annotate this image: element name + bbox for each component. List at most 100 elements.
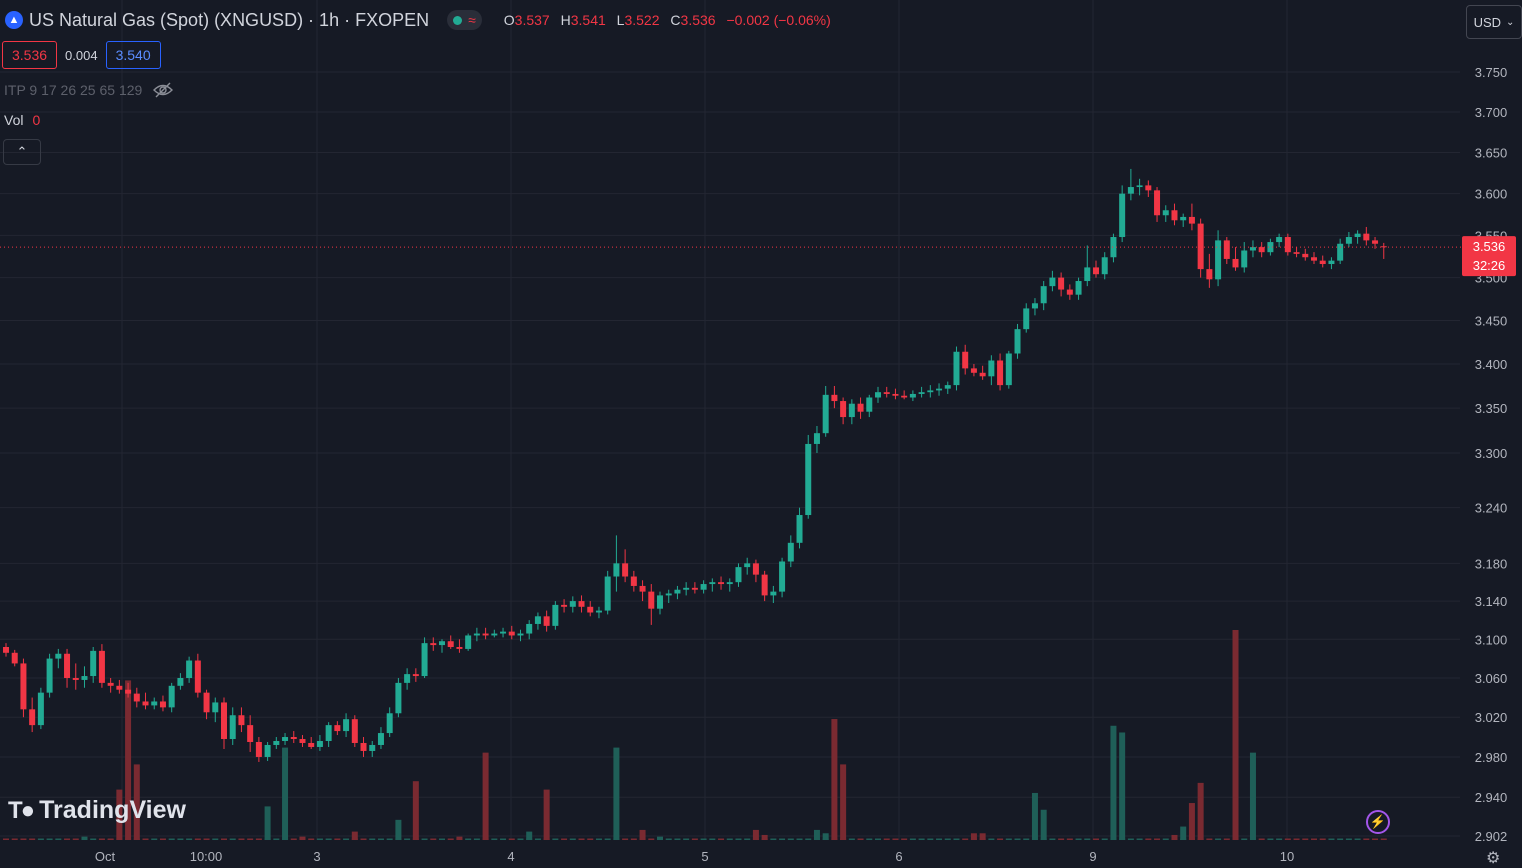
candle-body	[290, 737, 297, 740]
candle-body	[430, 643, 437, 646]
volume-bar	[1180, 826, 1187, 840]
market-status-pill[interactable]: ≈	[447, 10, 482, 30]
volume-bar-min	[3, 838, 9, 840]
volume-bar-min	[1354, 838, 1361, 840]
candle-body	[177, 678, 184, 686]
volume-bar	[840, 764, 847, 840]
candle-body	[1023, 308, 1030, 330]
candle-body	[1345, 237, 1352, 244]
candle-body	[805, 443, 812, 516]
volume-bar-min	[875, 838, 881, 840]
tradingview-logo[interactable]: T● TradingView	[8, 796, 186, 825]
volume-bar-min	[787, 838, 794, 840]
symbol-title[interactable]: US Natural Gas (Spot) (XNGUSD) · 1h · FX…	[29, 9, 430, 30]
volume-bar-min	[944, 838, 951, 840]
volume-label: Vol	[4, 112, 24, 128]
candle-body	[1241, 250, 1248, 268]
volume-bar-min	[1136, 838, 1143, 840]
volume-bar-min	[883, 838, 890, 840]
chart-grid	[0, 0, 1460, 840]
volume-bar-min	[953, 838, 960, 840]
volume-bar-min	[90, 838, 97, 840]
volume-bar-min	[770, 838, 777, 840]
candle-body	[1154, 190, 1161, 216]
price-tick-label: 2.980	[1475, 750, 1508, 765]
candle-body	[997, 360, 1004, 386]
candle-body	[744, 563, 751, 568]
volume-bar-min	[587, 838, 594, 840]
gear-icon[interactable]: ⚙	[1486, 850, 1501, 867]
candle-body	[221, 702, 227, 740]
lightning-icon[interactable]: ⚡	[1366, 810, 1390, 834]
volume-bar-min	[569, 838, 576, 840]
candle-body	[282, 737, 289, 741]
price-badge-countdown: 32:26	[1473, 258, 1506, 273]
candle-body	[386, 713, 393, 734]
volume-bar-min	[813, 838, 820, 840]
collapse-legend-button[interactable]: ⌃	[3, 139, 41, 165]
volume-bar-min	[334, 838, 341, 840]
candle-body	[1302, 253, 1309, 258]
candle-body	[1354, 233, 1361, 238]
candle-body	[369, 744, 376, 751]
candle-body	[779, 561, 786, 592]
volume-bar-min	[116, 838, 123, 840]
flame-icon[interactable]: ▲	[5, 11, 23, 29]
volume-indicator-legend[interactable]: Vol 0	[4, 112, 40, 128]
candle-body	[90, 650, 97, 677]
volume-bar-min	[831, 838, 838, 840]
candle-body	[238, 715, 245, 726]
volume-bar-min	[1372, 838, 1379, 840]
itp-indicator-legend[interactable]: ITP 9 17 26 25 65 129	[4, 82, 174, 98]
volume-bar-min	[439, 838, 445, 840]
candle-body	[1249, 247, 1256, 251]
eye-off-icon[interactable]	[152, 82, 174, 98]
candle-body	[159, 701, 166, 708]
volume-bar-min	[1267, 838, 1274, 840]
candle-body	[517, 633, 524, 636]
candle-body	[404, 674, 411, 683]
candle-body	[552, 604, 559, 626]
volume-bar-min	[212, 838, 219, 840]
price-tick-label: 3.240	[1475, 501, 1508, 516]
candle-body	[1293, 252, 1300, 254]
candle-body	[1136, 185, 1143, 188]
volume-bar-min	[1005, 838, 1012, 840]
candle-body	[1119, 193, 1126, 238]
price-tick-label: 3.140	[1475, 594, 1508, 609]
market-open-dot-icon	[453, 15, 463, 25]
candle-body	[264, 744, 271, 757]
volume-bar-min	[325, 838, 332, 840]
volume-bar	[1040, 809, 1047, 840]
volume-bar-min	[491, 838, 498, 840]
volume-bar-min	[20, 838, 27, 840]
candle-body	[3, 646, 9, 653]
candle-body	[1319, 260, 1326, 265]
volume-bar-min	[840, 838, 847, 840]
volume-bar-min	[962, 838, 969, 840]
ohlc-low-key: L	[616, 12, 625, 28]
candle-body	[718, 582, 725, 585]
price-tick-label: 3.700	[1475, 105, 1508, 120]
candle-body	[657, 595, 663, 609]
candle-body	[473, 633, 480, 636]
candle-body	[840, 401, 847, 418]
volume-bar	[1197, 782, 1204, 840]
candle-body	[508, 631, 515, 636]
volume-bar	[822, 833, 829, 840]
ohlc-open-value: 3.537	[514, 12, 550, 28]
currency-selector[interactable]: USD ⌄	[1466, 5, 1522, 39]
volume-bar-min	[1276, 838, 1283, 840]
volume-bar-min	[657, 838, 663, 840]
buy-button[interactable]: 3.540	[105, 41, 161, 69]
volume-bar-min	[1241, 838, 1248, 840]
sell-button[interactable]: 3.536	[2, 41, 58, 69]
volume-bar-min	[639, 838, 646, 840]
candle-body	[151, 701, 158, 706]
candle-body	[1276, 237, 1283, 243]
volume-bar-min	[1215, 838, 1222, 840]
volume-bar-min	[1249, 838, 1256, 840]
ohlc-high-key: H	[560, 12, 571, 28]
volume-bar-min	[805, 838, 812, 840]
